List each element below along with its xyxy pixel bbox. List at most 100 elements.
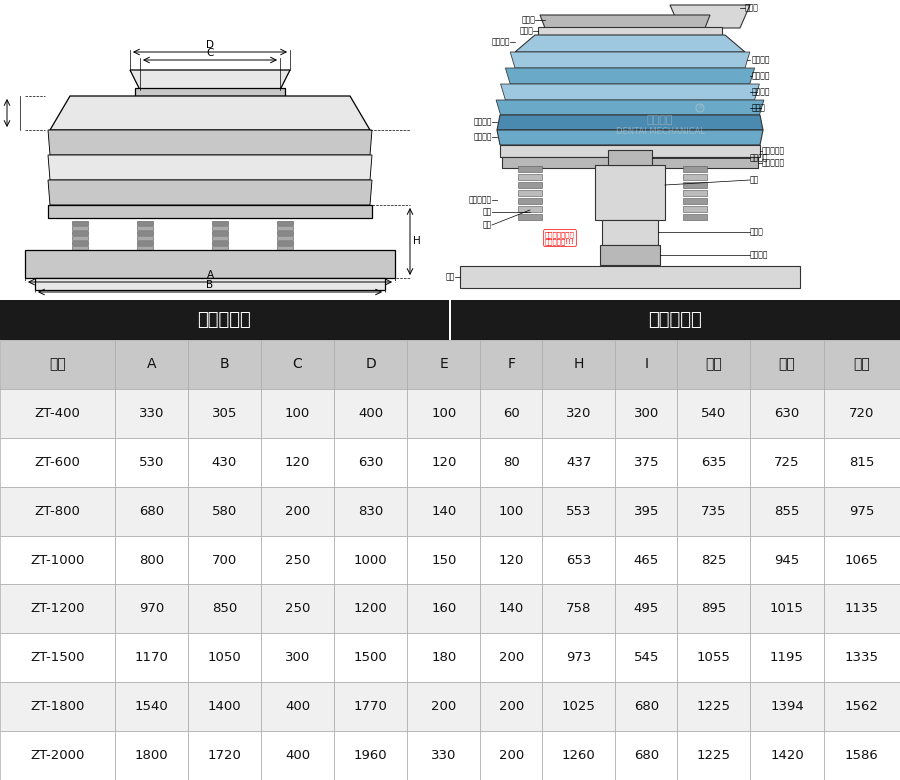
- Bar: [115, 487, 188, 536]
- Bar: [481, 438, 542, 487]
- Bar: [616, 682, 677, 731]
- Bar: [518, 206, 542, 212]
- Text: D: D: [206, 40, 214, 50]
- Bar: [115, 389, 188, 438]
- Bar: [334, 682, 407, 731]
- Bar: [407, 389, 481, 438]
- Polygon shape: [506, 68, 754, 84]
- Bar: [0, 584, 115, 633]
- Bar: [538, 27, 722, 35]
- Bar: [616, 389, 677, 438]
- Text: ZT-1800: ZT-1800: [31, 700, 85, 713]
- Polygon shape: [48, 130, 372, 155]
- Bar: [824, 633, 900, 682]
- Text: 球形清洁板: 球形清洁板: [762, 147, 785, 155]
- Bar: [481, 389, 542, 438]
- Text: 180: 180: [431, 651, 456, 665]
- Bar: [542, 389, 616, 438]
- Text: E: E: [439, 357, 448, 371]
- Bar: [616, 633, 677, 682]
- Text: 辅助筛网: 辅助筛网: [752, 55, 770, 65]
- Bar: [72, 226, 88, 230]
- Text: 1065: 1065: [845, 554, 878, 566]
- Bar: [542, 682, 616, 731]
- Text: 上部重锤: 上部重锤: [750, 154, 769, 162]
- Text: 压紧环: 压紧环: [519, 27, 533, 36]
- Text: 635: 635: [701, 456, 726, 469]
- Text: 680: 680: [634, 700, 659, 713]
- Text: 60: 60: [503, 407, 519, 420]
- Text: 底座: 底座: [446, 272, 455, 282]
- Text: 970: 970: [139, 602, 164, 615]
- Text: 100: 100: [499, 505, 524, 518]
- Bar: [72, 236, 88, 240]
- Bar: [518, 174, 542, 180]
- Bar: [542, 584, 616, 633]
- Text: 一層: 一層: [706, 357, 722, 371]
- Bar: [72, 231, 88, 235]
- Bar: [824, 389, 900, 438]
- Bar: [518, 214, 542, 220]
- Bar: [188, 340, 261, 389]
- Text: 120: 120: [499, 554, 524, 566]
- Bar: [0, 300, 449, 340]
- Bar: [616, 340, 677, 389]
- Bar: [677, 536, 751, 584]
- Text: 200: 200: [499, 700, 524, 713]
- Bar: [751, 438, 824, 487]
- Bar: [261, 487, 334, 536]
- Text: 580: 580: [212, 505, 237, 518]
- Bar: [751, 487, 824, 536]
- Bar: [137, 231, 153, 235]
- Bar: [481, 487, 542, 536]
- Text: 300: 300: [634, 407, 659, 420]
- Text: ®: ®: [698, 105, 703, 111]
- Text: 735: 735: [701, 505, 726, 518]
- Bar: [518, 198, 542, 204]
- Bar: [72, 241, 88, 245]
- Text: 1335: 1335: [845, 651, 878, 665]
- Text: 1000: 1000: [354, 554, 388, 566]
- Text: A: A: [147, 357, 156, 371]
- Bar: [115, 633, 188, 682]
- Text: 型号: 型号: [49, 357, 66, 371]
- Bar: [481, 682, 542, 731]
- Polygon shape: [500, 84, 760, 100]
- Bar: [407, 487, 481, 536]
- Bar: [751, 389, 824, 438]
- Bar: [683, 190, 707, 196]
- Bar: [595, 165, 665, 220]
- Bar: [502, 157, 758, 168]
- Bar: [602, 220, 658, 245]
- Text: 100: 100: [431, 407, 456, 420]
- Text: B: B: [220, 357, 230, 371]
- Bar: [0, 536, 115, 584]
- Bar: [0, 340, 115, 389]
- Text: 975: 975: [849, 505, 875, 518]
- Bar: [616, 731, 677, 780]
- Bar: [460, 266, 800, 288]
- Bar: [500, 145, 760, 157]
- Bar: [0, 731, 115, 780]
- Text: 一般結構图: 一般結構图: [648, 311, 702, 329]
- Polygon shape: [670, 5, 750, 28]
- Bar: [137, 236, 153, 240]
- Text: 顶部框架: 顶部框架: [491, 37, 510, 47]
- Text: 630: 630: [774, 407, 799, 420]
- Bar: [188, 438, 261, 487]
- Bar: [481, 536, 542, 584]
- Bar: [407, 731, 481, 780]
- Bar: [542, 340, 616, 389]
- Bar: [137, 221, 153, 225]
- Bar: [334, 536, 407, 584]
- Bar: [212, 241, 228, 245]
- Text: 330: 330: [431, 749, 456, 762]
- Bar: [261, 633, 334, 682]
- Bar: [824, 731, 900, 780]
- Bar: [25, 250, 395, 278]
- Bar: [277, 241, 293, 245]
- Text: 160: 160: [431, 602, 456, 615]
- Bar: [751, 682, 824, 731]
- Bar: [188, 584, 261, 633]
- Text: 绕外重锤板: 绕外重锤板: [762, 158, 785, 168]
